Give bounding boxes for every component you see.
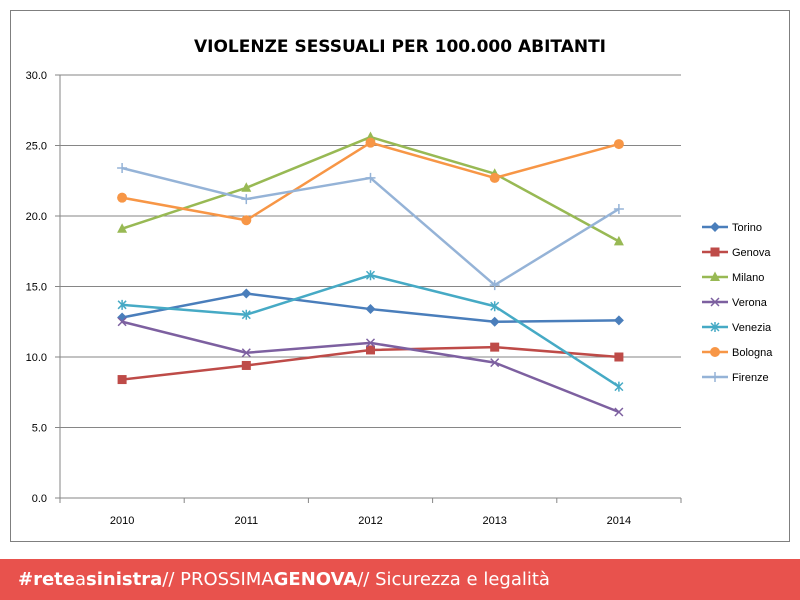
- data-point-torino: [613, 315, 624, 326]
- data-point-genova: [366, 345, 375, 355]
- x-tick-label: 2014: [607, 515, 631, 527]
- x-tick-label: 2013: [482, 515, 506, 527]
- data-point-bologna: [613, 139, 624, 150]
- data-point-venezia: [241, 309, 251, 320]
- x-tick-label: 2011: [234, 515, 258, 527]
- data-point-verona: [241, 348, 251, 358]
- data-point-verona: [490, 358, 500, 368]
- data-point-firenze: [365, 172, 376, 183]
- data-point-venezia: [490, 301, 500, 312]
- y-tick-label: 15.0: [26, 282, 47, 294]
- data-point-torino: [365, 304, 376, 315]
- legend-label-torino: Torino: [732, 222, 762, 234]
- y-tick-label: 0.0: [32, 493, 47, 505]
- series-line-milano: [121, 135, 620, 243]
- line-chart: VIOLENZE SESSUALI PER 100.000 ABITANTI 0.…: [26, 37, 774, 527]
- footer-rete: rete: [33, 569, 75, 590]
- data-point-genova: [614, 352, 624, 362]
- data-point-torino: [241, 288, 252, 299]
- footer-sep1: // PROSSIMA: [162, 569, 274, 590]
- data-point-bologna: [241, 215, 252, 226]
- footer-genova: GENOVA: [273, 569, 358, 590]
- data-point-milano: [241, 182, 252, 192]
- legend-label-verona: Verona: [732, 297, 768, 309]
- series-line-verona: [121, 320, 620, 414]
- data-point-verona: [117, 317, 127, 327]
- legend-marker-firenze: [710, 372, 720, 382]
- legend-label-milano: Milano: [732, 272, 764, 284]
- data-point-bologna: [365, 137, 376, 148]
- footer-banner: # rete a sinistra // PROSSIMA GENOVA // Sicu…: [0, 559, 800, 600]
- data-point-milano: [613, 235, 624, 246]
- data-point-firenze: [489, 280, 500, 291]
- footer-sinistra: sinistra: [86, 569, 163, 590]
- legend-label-firenze: Firenze: [732, 372, 769, 384]
- legend-marker-bologna: [710, 347, 720, 357]
- legend-label-venezia: Venezia: [732, 322, 772, 334]
- legend-label-genova: Genova: [732, 247, 771, 259]
- data-point-bologna: [489, 172, 500, 183]
- y-tick-label: 10.0: [26, 352, 47, 364]
- data-point-genova: [117, 375, 127, 385]
- data-point-torino: [489, 316, 500, 327]
- data-point-genova: [490, 342, 500, 352]
- data-point-milano: [117, 223, 128, 233]
- legend-label-bologna: Bologna: [732, 347, 773, 359]
- legend-marker-genova: [710, 247, 720, 257]
- y-tick-label: 5.0: [32, 423, 47, 435]
- chart-title: VIOLENZE SESSUALI PER 100.000 ABITANTI: [194, 37, 606, 57]
- data-point-verona: [365, 338, 376, 348]
- legend-marker-milano: [710, 271, 720, 281]
- data-point-firenze: [117, 163, 128, 174]
- data-point-verona: [614, 407, 624, 417]
- y-tick-label: 30.0: [26, 70, 47, 82]
- data-point-genova: [241, 360, 251, 370]
- x-tick-label: 2012: [358, 515, 382, 527]
- data-point-venezia: [365, 270, 376, 281]
- y-tick-label: 25.0: [26, 141, 47, 153]
- legend-marker-verona: [710, 297, 720, 307]
- footer-hashtag: #: [18, 569, 34, 590]
- data-point-bologna: [117, 192, 128, 203]
- data-point-venezia: [614, 381, 624, 392]
- series-line-firenze: [121, 166, 620, 287]
- footer-sep2: // Sicurezza e legalità: [357, 569, 550, 590]
- data-point-firenze: [241, 194, 252, 205]
- legend-marker-torino: [710, 222, 720, 232]
- chart-frame: [10, 10, 790, 542]
- data-point-firenze: [613, 203, 624, 214]
- data-point-venezia: [117, 299, 127, 310]
- legend-marker-venezia: [710, 322, 720, 332]
- footer-a: a: [75, 569, 87, 590]
- y-tick-label: 20.0: [26, 211, 47, 223]
- x-tick-label: 2010: [110, 515, 134, 527]
